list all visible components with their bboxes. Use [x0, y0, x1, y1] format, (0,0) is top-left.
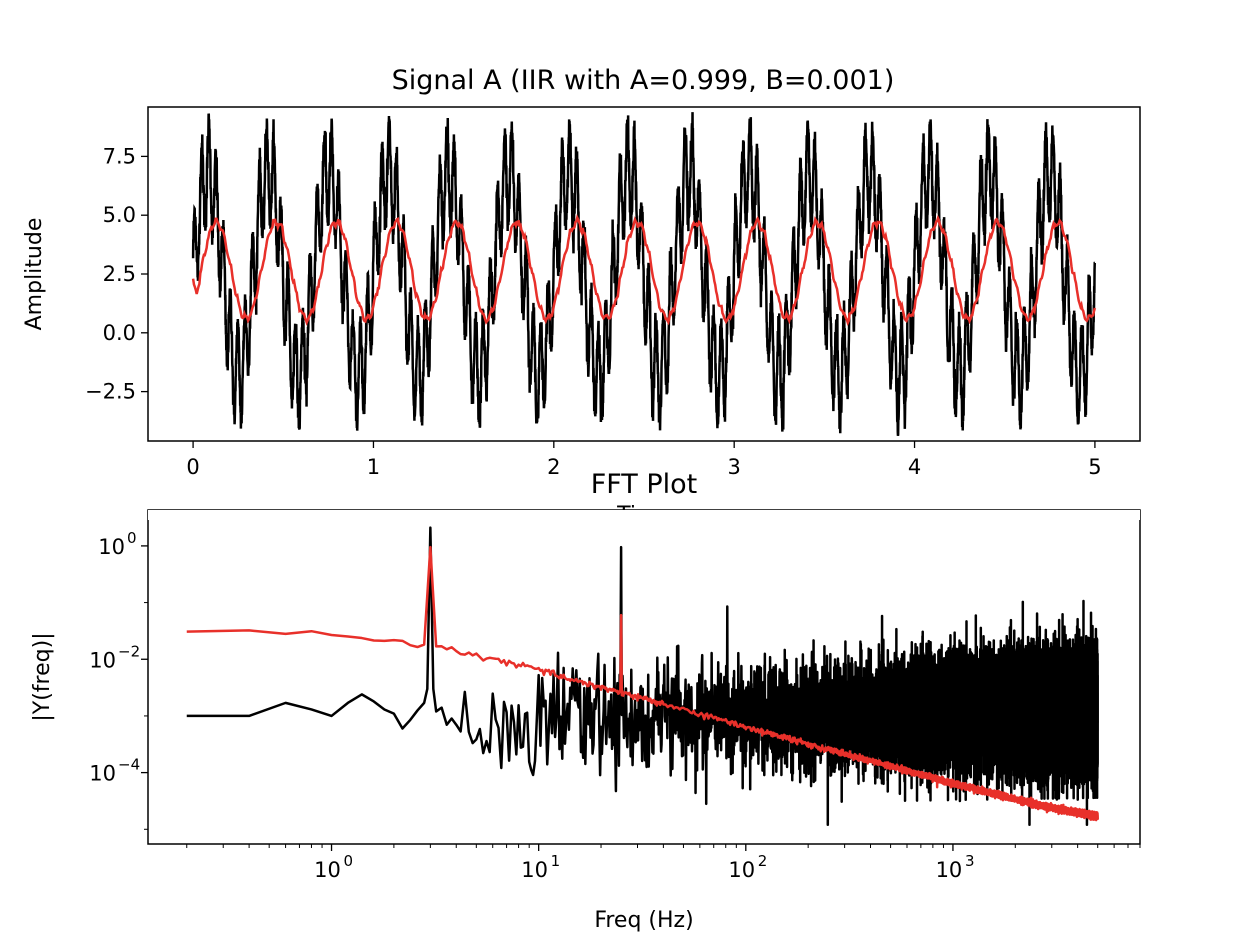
- fft-y-axis-label: |Y(freq)|: [30, 632, 55, 721]
- fft-y-tick-exponent: 0: [127, 529, 137, 547]
- signal-x-axis-label: Time: [616, 503, 671, 528]
- signal-x-tick-label: 2: [547, 455, 560, 479]
- signal-filtered-line: [191, 213, 1097, 327]
- fft-x-tick-exponent: 1: [551, 852, 561, 870]
- signal-x-tick-label: 1: [367, 455, 380, 479]
- fft-x-tick-label: 10: [314, 858, 341, 882]
- fft-x-tick-exponent: 0: [344, 852, 354, 870]
- signal-x-tick-label: 0: [186, 455, 199, 479]
- signal-x-tick-label: 3: [727, 455, 740, 479]
- signal-x-tick-label: 5: [1088, 455, 1101, 479]
- signal-plot-title: Signal A (IIR with A=0.999, B=0.001): [392, 65, 895, 96]
- signal-x-ticks: 0 1 2 3 4 5: [186, 441, 1102, 479]
- fft-x-tick-exponent: 3: [965, 852, 975, 870]
- fft-raw-line: [186, 526, 1099, 827]
- signal-y-tick-label: −2.5: [85, 380, 136, 404]
- fft-y-tick-exponent: −2: [118, 642, 140, 660]
- fft-x-ticks: 10 0 10 1 10 2 10 3: [186, 844, 1141, 882]
- fft-x-tick-label: 10: [521, 858, 548, 882]
- fft-series-group: [186, 526, 1099, 827]
- signal-x-tick-label: 4: [908, 455, 921, 479]
- fft-filtered-line: [186, 545, 1099, 822]
- fft-axes-background: [148, 510, 1140, 520]
- signal-series-group: [191, 112, 1097, 436]
- signal-y-tick-label: 5.0: [103, 203, 136, 227]
- fft-x-tick-label: 10: [728, 858, 755, 882]
- signal-plot: Signal A (IIR with A=0.999, B=0.001) 0 1 2…: [22, 65, 1141, 479]
- fft-x-tick-label: 10: [936, 858, 963, 882]
- signal-y-ticks: −2.5 0.0 2.5 5.0 7.5: [85, 144, 148, 404]
- fft-y-tick-exponent: −4: [118, 756, 140, 774]
- signal-y-axis-label: Amplitude: [22, 218, 47, 331]
- fft-x-tick-exponent: 2: [758, 852, 768, 870]
- signal-y-tick-label: 0.0: [103, 321, 136, 345]
- fft-y-tick-label: 10: [89, 762, 116, 786]
- signal-y-tick-label: 7.5: [103, 144, 136, 168]
- signal-y-tick-label: 2.5: [103, 262, 136, 286]
- fft-y-tick-label: 10: [89, 648, 116, 672]
- fft-x-axis-label: Freq (Hz): [594, 908, 693, 933]
- fft-y-tick-label: 10: [98, 535, 125, 559]
- fft-plot-title: FFT Plot: [591, 469, 698, 500]
- signal-raw-line: [191, 112, 1096, 436]
